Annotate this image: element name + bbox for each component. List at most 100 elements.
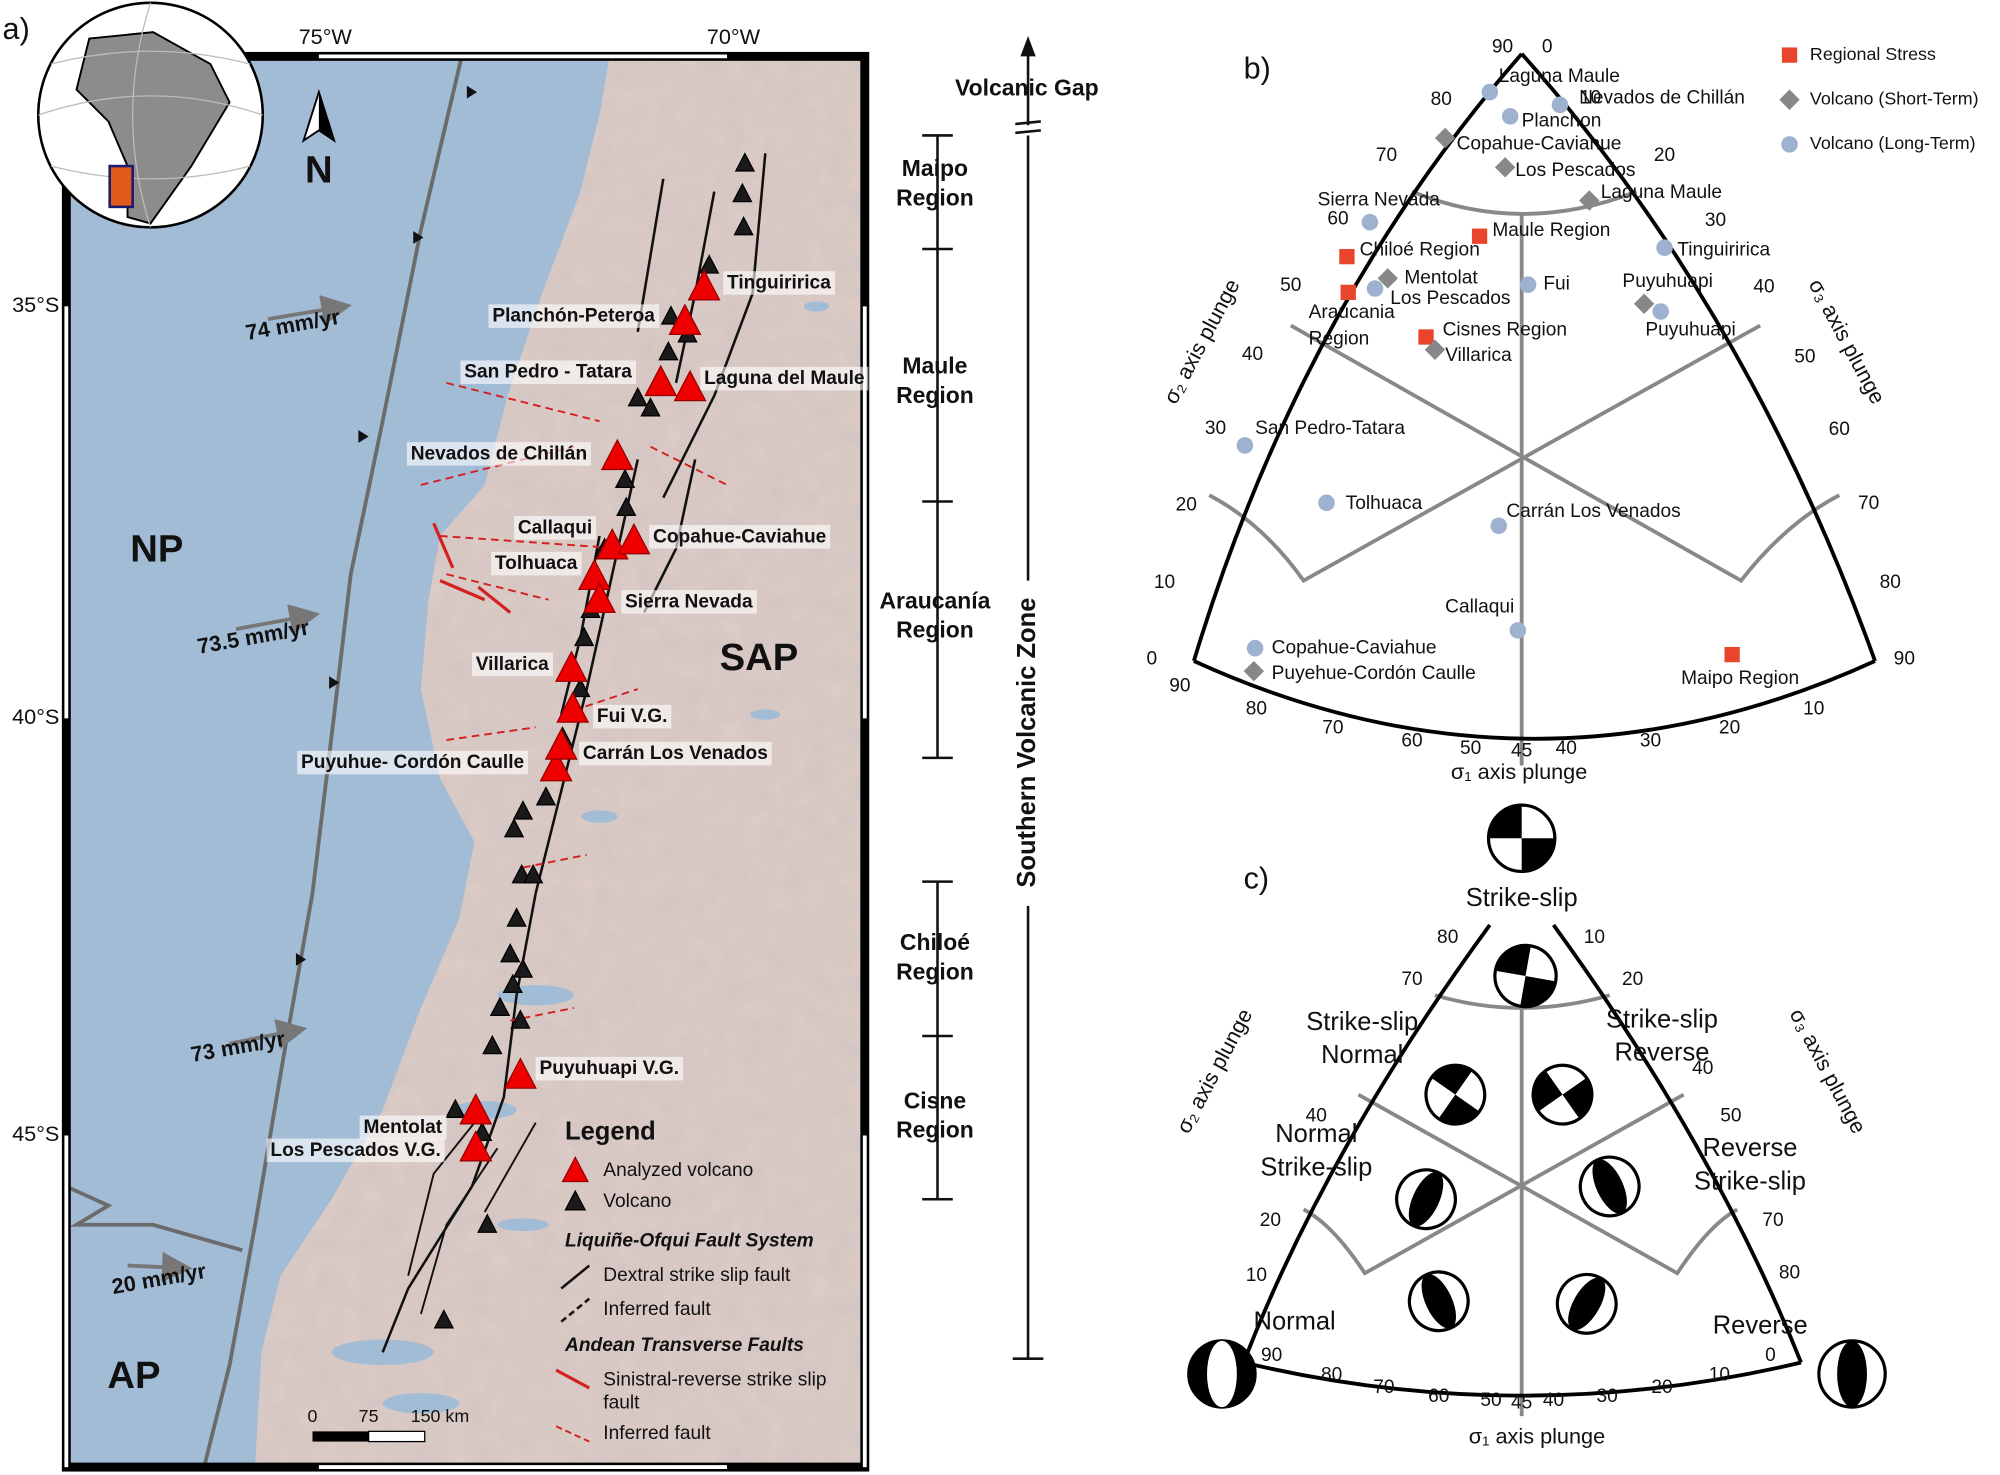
volcano-label: Puyuhue- Cordón Caulle bbox=[301, 752, 524, 773]
point-label: Los Pescados bbox=[1390, 288, 1510, 309]
tick-label: 40 bbox=[1692, 1058, 1713, 1079]
beachball bbox=[1578, 1155, 1641, 1218]
beachball-quadrant bbox=[1495, 945, 1556, 1007]
tick-label: 50 bbox=[1480, 1390, 1501, 1411]
beachball bbox=[1531, 1063, 1594, 1126]
long-term-point bbox=[1652, 303, 1670, 320]
point-label: Copahue-Caviahue bbox=[1457, 133, 1622, 154]
legend-item: Dextral strike slip fault bbox=[603, 1265, 791, 1286]
legend-item: Inferred fault bbox=[603, 1423, 711, 1444]
tick-label: 50 bbox=[1460, 738, 1481, 759]
rate-arrow bbox=[235, 604, 321, 635]
tick-label: 60 bbox=[1829, 419, 1850, 440]
lake bbox=[497, 1218, 549, 1232]
zone-line bbox=[1015, 129, 1041, 135]
ternary-side bbox=[1193, 659, 1876, 741]
atf-fault bbox=[432, 522, 455, 569]
tick-label: 0 bbox=[1146, 649, 1157, 670]
regime-label: Reverse bbox=[1615, 1039, 1710, 1067]
region-label: Region bbox=[896, 959, 974, 985]
stress-point bbox=[1340, 284, 1356, 300]
beachball-quadrant bbox=[1533, 1070, 1592, 1119]
point-label: Tolhuaca bbox=[1346, 493, 1423, 514]
volcano bbox=[733, 215, 754, 236]
trench-tooth bbox=[466, 85, 478, 99]
point-label: Chiloé Region bbox=[1360, 239, 1480, 260]
atf-inferred bbox=[446, 726, 536, 741]
regime-label: Strike-slip bbox=[1466, 884, 1578, 912]
ternary-guide bbox=[1411, 189, 1638, 216]
label-box bbox=[297, 750, 528, 775]
tick-label: 10 bbox=[1154, 572, 1175, 593]
lake bbox=[581, 810, 618, 823]
tick-label: 30 bbox=[1205, 418, 1226, 439]
analyzed-volcano bbox=[556, 691, 590, 723]
region-label: Araucanía bbox=[879, 587, 990, 613]
volcano-label: Copahue-Caviahue bbox=[653, 526, 826, 547]
north-label: N bbox=[305, 149, 333, 192]
atf-inferred bbox=[522, 853, 587, 869]
long-term-point bbox=[1551, 96, 1569, 114]
volcano-label: Mentolat bbox=[364, 1117, 443, 1138]
lon-label: 75°W bbox=[299, 24, 353, 49]
point-label: San Pedro-Tatara bbox=[1255, 418, 1405, 439]
axis-title: σ₁ axis plunge bbox=[1469, 1423, 1605, 1448]
label-box bbox=[460, 360, 637, 385]
volcano-label: Puyuhuapi V.G. bbox=[540, 1058, 680, 1079]
volcano-label: Tinguiririca bbox=[727, 272, 831, 293]
plate-label: NP bbox=[130, 527, 183, 570]
label-box bbox=[535, 1056, 683, 1081]
tick-label: 20 bbox=[1651, 1377, 1672, 1398]
volcano bbox=[660, 305, 682, 325]
volcano bbox=[699, 254, 720, 274]
tick-label: 30 bbox=[1597, 1386, 1618, 1407]
zone-label-bg bbox=[1014, 580, 1043, 906]
legend-item: Sinistral-reverse strike slip bbox=[603, 1369, 826, 1390]
beachball bbox=[1424, 1063, 1487, 1126]
analyzed-volcano bbox=[617, 522, 651, 555]
analyzed-volcano bbox=[539, 749, 573, 782]
lat-label: 45°S bbox=[12, 1121, 59, 1146]
volcano bbox=[658, 340, 679, 361]
analyzed-volcano bbox=[503, 1057, 537, 1089]
atf-inferred bbox=[439, 535, 626, 550]
tick-label: 50 bbox=[1280, 275, 1301, 296]
label-box bbox=[359, 1115, 447, 1140]
volcano-label: Carrán Los Venados bbox=[583, 743, 768, 764]
volcano-label: Callaqui bbox=[518, 517, 592, 538]
lake bbox=[382, 1393, 460, 1414]
lake bbox=[803, 301, 830, 312]
long-term-point bbox=[1501, 108, 1519, 125]
axis-title: σ₃ axis plunge bbox=[1785, 1004, 1872, 1137]
regime-label: Strike-slip bbox=[1260, 1153, 1372, 1181]
point-label: Puyuhuapi bbox=[1622, 271, 1712, 292]
plate-boundary bbox=[66, 1184, 243, 1253]
regime-label: Strike-slip bbox=[1606, 1005, 1718, 1033]
analyzed-volcano bbox=[687, 269, 721, 301]
tick-label: 90 bbox=[1169, 676, 1190, 697]
point-label: Mentolat bbox=[1404, 267, 1478, 288]
tick-label: 40 bbox=[1543, 1390, 1564, 1411]
label-box bbox=[514, 516, 597, 540]
long-term-point bbox=[1246, 639, 1264, 657]
volcano bbox=[506, 907, 527, 927]
atf-inferred bbox=[650, 445, 728, 486]
tick-label: 70 bbox=[1401, 969, 1422, 990]
legend-item: Volcano (Short-Term) bbox=[1810, 88, 1979, 108]
volcano bbox=[574, 626, 595, 647]
tick-label: 50 bbox=[1720, 1105, 1741, 1126]
tick-label: 10 bbox=[1580, 88, 1601, 109]
legend-heading: Andean Transverse Faults bbox=[564, 1335, 804, 1356]
lat-label: 35°S bbox=[12, 292, 59, 317]
regime-bg bbox=[1441, 880, 1603, 917]
volcano bbox=[614, 468, 636, 488]
long-term-point bbox=[1236, 437, 1254, 454]
region-label: Chiloé bbox=[900, 929, 970, 955]
stress-point bbox=[1339, 248, 1355, 265]
long-term-point bbox=[1509, 622, 1527, 639]
ternary-side bbox=[1241, 923, 1492, 1364]
legend-symbol bbox=[1781, 136, 1798, 153]
beachball-lens bbox=[1837, 1340, 1867, 1408]
atf-inferred bbox=[446, 381, 600, 423]
